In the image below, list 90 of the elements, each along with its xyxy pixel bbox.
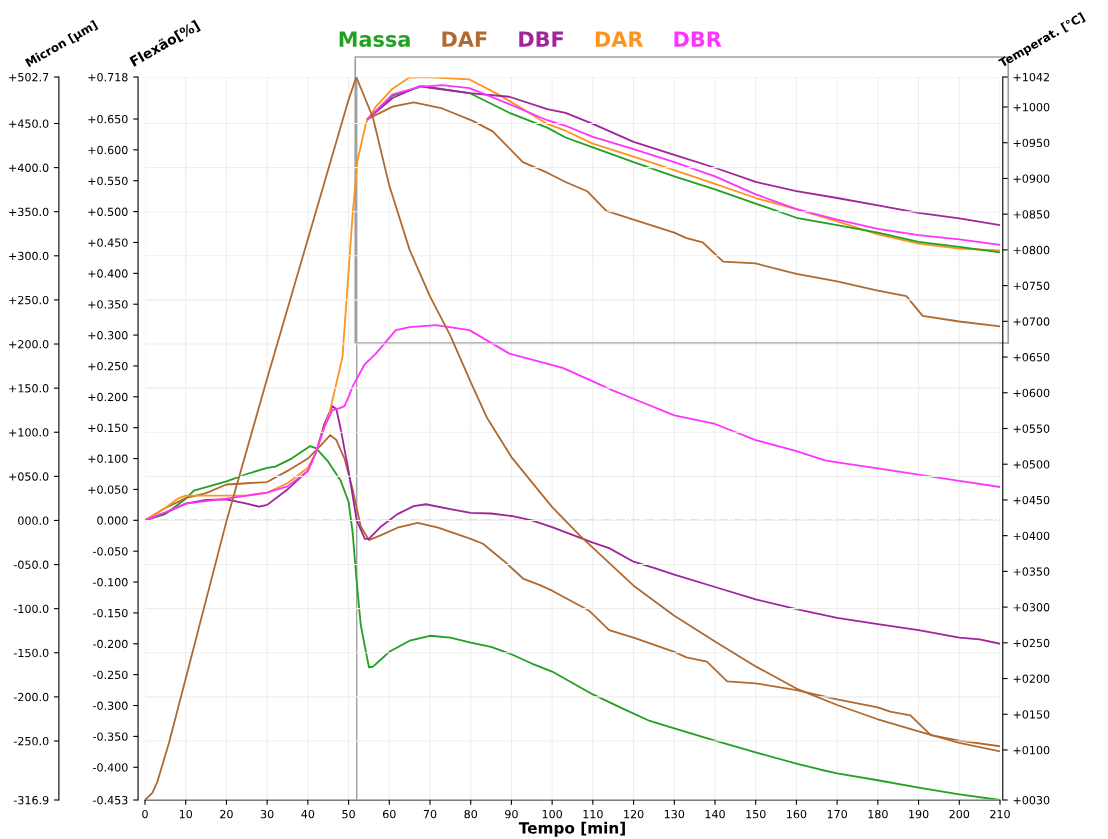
- y-tick-label: 0.000: [97, 516, 128, 525]
- y-tick-label: +0.400: [88, 269, 128, 278]
- x-tick-label: 120: [624, 809, 644, 819]
- x-tick-label: 110: [583, 809, 603, 819]
- y2-tick-label: 000.0: [18, 516, 49, 525]
- y3-tick-label: +0800: [1013, 245, 1050, 255]
- y2-tick-label: +450.0: [9, 119, 49, 128]
- y2-tick-label: -250.0: [13, 736, 49, 746]
- text: DBF: [519, 31, 564, 47]
- y3-tick-label: +0250: [1013, 638, 1050, 648]
- x-tick-label: 180: [868, 809, 888, 819]
- y-tick-label: +0.200: [88, 392, 128, 402]
- y-tick-label: -0.350: [93, 732, 128, 741]
- x-tick-label: 50: [342, 809, 355, 819]
- y3-tick-label: +0850: [1013, 210, 1050, 219]
- y2-tick-label: +100.0: [9, 428, 49, 437]
- y-tick-label: +0.650: [88, 114, 128, 124]
- x-tick-label: 190: [909, 809, 929, 819]
- y-tick-label: +0.718: [88, 72, 128, 82]
- x-tick-label: 20: [220, 809, 233, 819]
- y2-tick-label: +350.0: [9, 207, 49, 217]
- x-tick-label: 10: [179, 809, 193, 819]
- y3-tick-label: +0100: [1013, 745, 1050, 755]
- y3-tick-label: +0900: [1013, 174, 1050, 183]
- y3-tick-label: +0200: [1013, 674, 1050, 683]
- x-tick-label: 80: [464, 809, 478, 819]
- y-tick-label: -0.100: [93, 578, 128, 587]
- y2-tick-label: -050.0: [13, 560, 49, 569]
- y2-tick-label: +502.7: [9, 72, 49, 82]
- y-tick-label: +0.600: [88, 145, 128, 155]
- x-tick-label: 140: [705, 809, 725, 819]
- y3-tick-label: +1000: [1013, 102, 1050, 112]
- y-tick-label: +0.050: [88, 485, 128, 494]
- y3-tick-label: +0950: [1013, 138, 1050, 148]
- y-tick-label: -0.300: [93, 701, 128, 710]
- text: DBR: [674, 31, 722, 47]
- y2-tick-label: -316.9: [13, 795, 49, 805]
- y3-tick-label: +0750: [1013, 281, 1050, 290]
- y2-tick-label: -200.0: [13, 692, 49, 702]
- y-tick-label: -0.250: [93, 670, 128, 680]
- y3-tick-label: +0550: [1013, 424, 1050, 433]
- x-tick-label: 70: [423, 809, 437, 819]
- y-tick-label: -0.453: [93, 795, 128, 805]
- y-tick-label: +0.100: [88, 454, 128, 463]
- y3-tick-label: +0600: [1013, 388, 1050, 398]
- y-tick-label: -0.050: [93, 547, 128, 556]
- text: DAF: [442, 31, 487, 47]
- x-tick-label: 100: [542, 809, 563, 819]
- x-tick-label: 170: [827, 809, 848, 819]
- x-tick-label: 60: [382, 809, 396, 819]
- y3-tick-label: +0150: [1013, 710, 1050, 719]
- y2-tick-label: +400.0: [9, 163, 49, 172]
- y3-tick-label: +0450: [1013, 495, 1050, 505]
- x-tick-label: 30: [260, 809, 274, 819]
- y-tick-label: +0.550: [88, 176, 128, 186]
- y3-tick-label: +0300: [1013, 603, 1050, 612]
- y-tick-label: -0.400: [93, 763, 128, 772]
- x-tick-label: 130: [664, 809, 685, 819]
- y-tick-label: -0.200: [93, 639, 128, 649]
- y2-tick-label: -150.0: [13, 648, 49, 658]
- y3-tick-label: +0350: [1013, 567, 1050, 576]
- y3-tick-label: +0700: [1013, 317, 1050, 326]
- x-tick-label: 210: [990, 809, 1010, 819]
- x-tick-label: 150: [746, 809, 766, 819]
- y-tick-label: +0.350: [88, 300, 128, 309]
- x-tick-label: 200: [949, 809, 970, 819]
- y-tick-label: +0.500: [88, 207, 128, 216]
- y-tick-label: +0.150: [88, 423, 128, 433]
- y2-tick-label: +250.0: [9, 295, 49, 305]
- y3-tick-label: +0650: [1013, 353, 1050, 362]
- y-tick-label: +0.450: [88, 238, 128, 247]
- y2-tick-label: -100.0: [13, 604, 49, 614]
- x-axis-title: Tempo [min]: [518, 821, 625, 837]
- y2-tick-label: +150.0: [9, 384, 49, 393]
- x-tick-label: 90: [505, 809, 518, 819]
- y3-tick-label: +0400: [1013, 531, 1050, 541]
- y-tick-label: +0.250: [88, 361, 128, 371]
- y2-tick-label: +200.0: [9, 340, 49, 349]
- y2-tick-label: +050.0: [9, 472, 49, 481]
- y-tick-label: +0.300: [88, 331, 128, 340]
- x-tick-label: 160: [787, 809, 807, 819]
- x-tick-label: 0: [142, 809, 148, 819]
- y3-tick-label: +0500: [1013, 460, 1050, 469]
- y-tick-label: -0.150: [93, 608, 128, 618]
- text: Massa: [339, 31, 410, 47]
- y2-tick-label: +300.0: [9, 251, 49, 261]
- text: DAR: [595, 31, 643, 47]
- y3-tick-label: +1042: [1013, 72, 1049, 82]
- x-tick-label: 40: [301, 809, 315, 819]
- y3-tick-label: +0030: [1013, 795, 1050, 805]
